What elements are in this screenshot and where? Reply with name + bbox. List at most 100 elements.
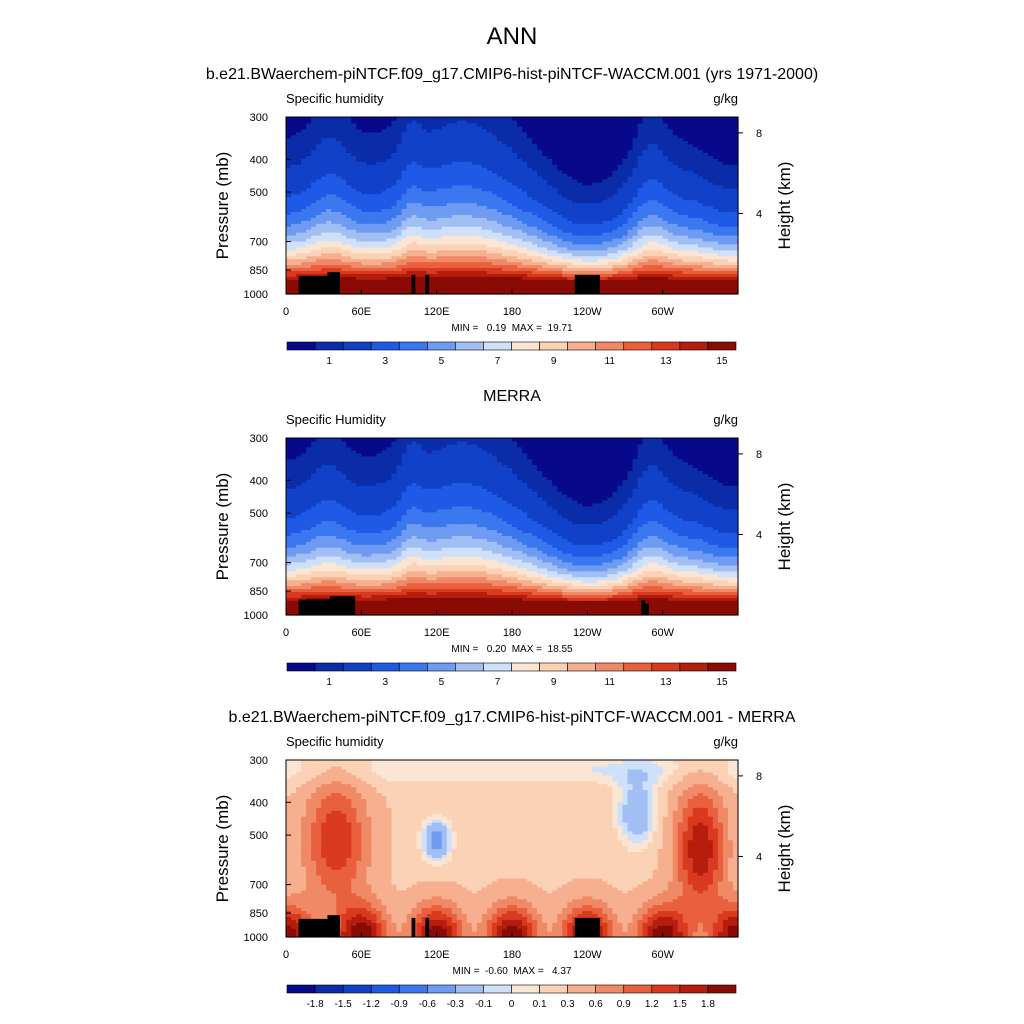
field-cell [652, 235, 659, 239]
field-cell [291, 249, 297, 254]
field-cell [597, 282, 603, 286]
field-cell [662, 255, 669, 260]
field-cell [607, 232, 614, 236]
field-cell [592, 237, 598, 242]
field-cell [517, 246, 523, 251]
field-cell [657, 214, 664, 218]
field-cell [421, 261, 428, 266]
field-cell [396, 249, 403, 254]
field-cell [717, 223, 724, 227]
field-cell [396, 208, 403, 212]
field-cell [481, 270, 488, 274]
field-cell [356, 255, 362, 260]
field-cell [481, 252, 488, 257]
field-cell [552, 229, 558, 233]
field-cell [496, 255, 503, 260]
field-cell [436, 199, 443, 204]
field-cell [537, 279, 543, 283]
field-cell [692, 178, 699, 183]
field-cell [517, 288, 523, 292]
field-cell [512, 279, 518, 283]
field-cell [697, 226, 704, 230]
field-cell [416, 291, 423, 295]
field-cell [431, 226, 438, 230]
field-cell [361, 190, 367, 195]
field-cell [321, 232, 327, 236]
field-cell [597, 243, 603, 248]
field-cell [436, 205, 443, 210]
field-cell [637, 276, 644, 280]
field-cell [547, 220, 553, 224]
field-cell [537, 243, 543, 248]
field-cell [466, 270, 473, 274]
field-cell [612, 249, 619, 254]
field-cell [627, 202, 634, 207]
field-cell [451, 202, 458, 207]
field-cell [552, 193, 558, 198]
field-cell [296, 235, 302, 239]
field-cell [657, 205, 664, 210]
field-cell [411, 199, 418, 204]
field-cell [572, 270, 578, 274]
field-cell [371, 229, 377, 233]
field-cell [411, 240, 418, 245]
field-cell [552, 243, 558, 248]
field-cell [456, 202, 463, 207]
field-cell [577, 258, 583, 263]
field-cell [712, 187, 719, 192]
field-cell [727, 193, 734, 198]
field-cell [396, 229, 403, 233]
field-cell [416, 232, 423, 236]
field-cell [697, 282, 704, 286]
field-cell [677, 291, 684, 295]
field-cell [296, 240, 302, 245]
field-cell [296, 208, 302, 212]
field-cell [321, 237, 327, 242]
field-cell [476, 270, 483, 274]
field-cell [687, 273, 694, 277]
field-cell [346, 276, 352, 280]
field-cell [582, 220, 588, 224]
field-cell [291, 214, 297, 218]
field-cell [351, 279, 357, 283]
field-cell [451, 267, 458, 271]
field-cell [351, 196, 357, 201]
field-cell [421, 187, 428, 192]
field-cell [522, 199, 528, 204]
field-cell [346, 264, 352, 269]
field-cell [386, 211, 393, 215]
field-cell [552, 279, 558, 283]
field-cell [321, 211, 327, 215]
field-cell [406, 276, 413, 280]
field-cell [657, 226, 664, 230]
field-cell [321, 184, 327, 189]
field-cell [647, 178, 654, 183]
field-cell [411, 205, 418, 210]
field-cell [547, 237, 553, 242]
field-cell [582, 264, 588, 269]
field-cell [436, 288, 443, 292]
field-cell [411, 178, 418, 183]
field-cell [316, 193, 322, 198]
field-cell [532, 211, 538, 215]
field-cell [391, 199, 398, 204]
field-cell [607, 205, 614, 210]
field-cell [562, 252, 568, 257]
field-cell [702, 276, 709, 280]
field-cell [567, 270, 573, 274]
field-cell [697, 258, 704, 263]
field-cell [672, 264, 679, 269]
field-cell [637, 202, 644, 207]
field-cell [582, 255, 588, 260]
field-cell [697, 232, 704, 236]
field-cell [612, 211, 619, 215]
field-cell [381, 199, 388, 204]
field-cell [587, 237, 593, 242]
field-cell [401, 276, 408, 280]
field-cell [306, 232, 312, 236]
field-cell [286, 267, 292, 271]
field-cell [552, 255, 558, 260]
field-cell [321, 249, 327, 254]
field-cell [286, 178, 292, 183]
field-cell [406, 282, 413, 286]
